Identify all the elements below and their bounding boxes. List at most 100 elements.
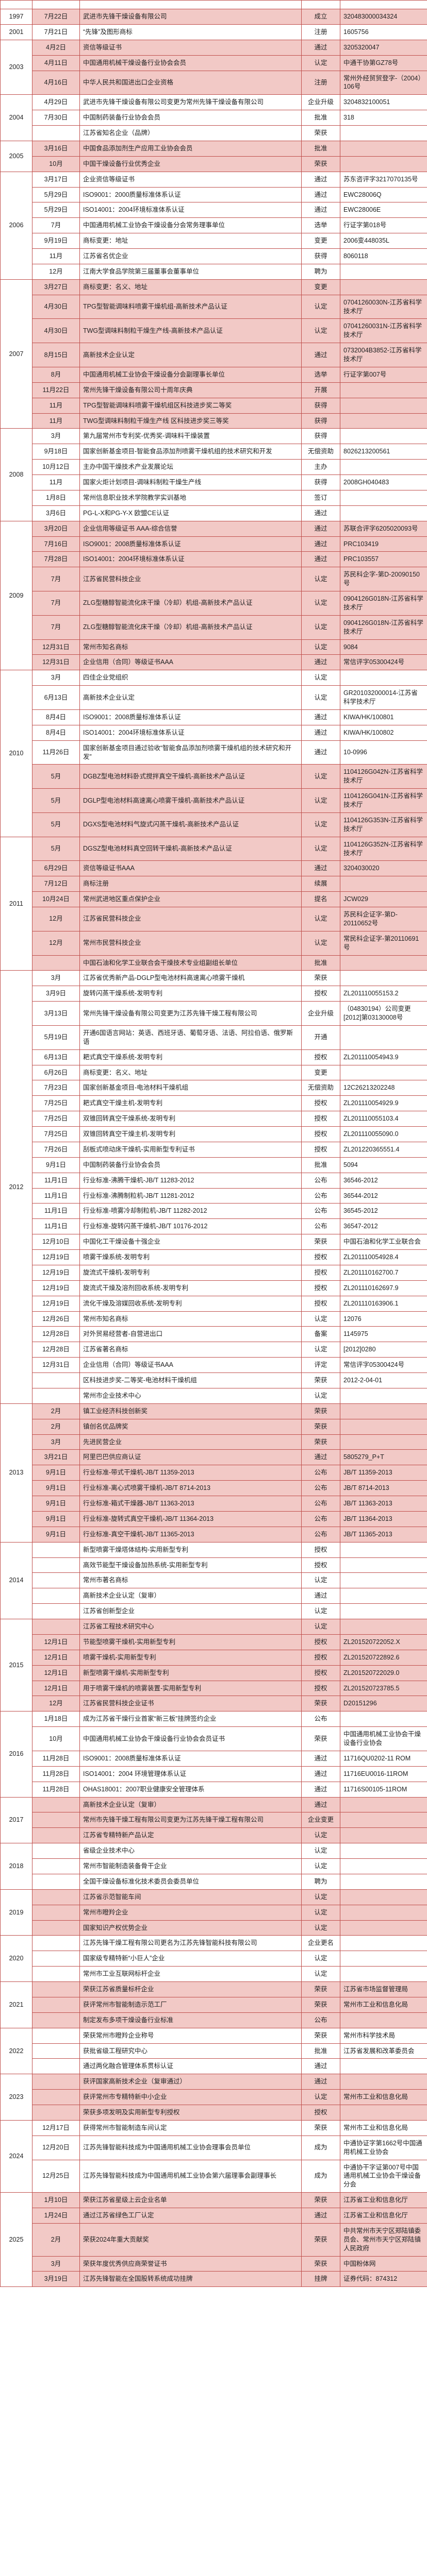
method-cell: 认定 — [302, 1619, 340, 1635]
year-cell: 2006 — [1, 172, 32, 279]
table-row: 8月 中国通用机械工业协会干燥设备分会副理事长单位 选举 行证字第007号 — [1, 367, 427, 382]
year-cell: 2005 — [1, 141, 32, 172]
method-cell: 通过 — [302, 861, 340, 876]
method-cell: 荣获 — [302, 1419, 340, 1434]
table-row: 获评常州市专精特新中小企业 认定 常州市工业和信息化局 — [1, 2090, 427, 2105]
date-cell — [32, 1812, 80, 1828]
date-cell: 5月 — [32, 837, 80, 861]
description-cell: 获批省级工程研究中心 — [80, 2043, 302, 2059]
description-cell: 江苏省名优企业 — [80, 249, 302, 264]
method-cell: 认定 — [302, 1859, 340, 1874]
table-row: 7月 江苏省民营科技企业 认定 苏民科企字-第D-20090150号 — [1, 567, 427, 591]
date-cell: 11月 — [32, 413, 80, 429]
certificate-number-cell: 苏民科企字-第D-20090150号 — [340, 567, 427, 591]
description-cell: 省级企业技术中心 — [80, 1843, 302, 1859]
method-cell: 通过 — [302, 187, 340, 202]
description-cell: 获评国家高新技术企业（复审通过） — [80, 2074, 302, 2090]
table-row: 1997 7月22日 武进市先锋干燥设备有限公司 成立 320483000034324 — [1, 9, 427, 25]
table-row: 6月29日 资信等级证书AAA 通过 3204030020 — [1, 861, 427, 876]
description-cell: 江苏省优秀新产品-DGLP型电池材料高速离心喷雾干燥机 — [80, 971, 302, 986]
table-row: 2025 1月10日 荣获江苏省星级上云企业名单 荣获 江苏省工业和信息化厅 — [1, 2193, 427, 2208]
method-cell: 授权 — [302, 1280, 340, 1296]
date-cell: 3月27日 — [32, 279, 80, 295]
method-cell: 认定 — [302, 931, 340, 955]
method-cell: 荣获 — [302, 156, 340, 172]
table-row: 12月10日 中国化工干燥设备十强企业 荣获 中国石油和化学工业联合会 — [1, 1234, 427, 1250]
table-row: 1月24日 通过江苏省绿色工厂认定 通过 江苏省工业和信息化厅 — [1, 2208, 427, 2224]
description-cell: 行业标准-旋转闪蒸干燥机-JB/T 10176-2012 — [80, 1219, 302, 1234]
description-cell: 江苏省专精特新产品认定 — [80, 1828, 302, 1843]
certificate-number-cell: 江苏省市场监督管理局 — [340, 1982, 427, 1997]
description-cell: TPG型智能调味料喷雾干燥机组区科技进步奖二等奖 — [80, 398, 302, 413]
year-cell: 2024 — [1, 2120, 32, 2192]
method-cell: 注册 — [302, 71, 340, 95]
certificate-number-cell — [340, 1604, 427, 1619]
table-row: 10月 中国干燥设备行业优秀企业 荣获 — [1, 156, 427, 172]
certificate-number-cell — [340, 382, 427, 398]
table-row: 3月13日 常州先锋干燥设备有限公司变更为江苏先锋干燥工程有限公司 企业升级 （048… — [1, 1002, 427, 1026]
description-cell: 商标注册 — [80, 876, 302, 892]
method-cell: 无偿资助 — [302, 444, 340, 460]
certificate-number-cell: JCW029 — [340, 892, 427, 907]
method-cell: 提名 — [302, 892, 340, 907]
method-cell: 荣获 — [302, 2028, 340, 2043]
date-cell: 10月 — [32, 156, 80, 172]
date-cell: 7月22日 — [32, 9, 80, 25]
method-cell: 授权 — [302, 1111, 340, 1127]
certificate-number-cell — [340, 1557, 427, 1573]
description-cell: 江苏先锋智能科技成为中国通用机械工业协会第六届理事会副理事长 — [80, 2160, 302, 2193]
method-cell: 获得 — [302, 398, 340, 413]
method-cell: 认定 — [302, 1920, 340, 1936]
date-cell — [32, 1874, 80, 1889]
date-cell: 7月25日 — [32, 1111, 80, 1127]
date-cell: 5月29日 — [32, 202, 80, 218]
description-cell: 常州市先锋干燥工程有限公司变更为江苏先锋干燥工程有限公司 — [80, 1812, 302, 1828]
date-cell — [32, 2074, 80, 2090]
method-cell: 公布 — [302, 1481, 340, 1496]
description-cell: 中国石油和化学工业联合会干燥技术专业组副组长单位 — [80, 955, 302, 971]
date-cell: 12月31日 — [32, 639, 80, 655]
date-cell: 12月 — [32, 1696, 80, 1711]
certificate-number-cell: 常州外经贸贸登字-（2004）106号 — [340, 71, 427, 95]
description-cell: 江苏先锋智能科技成为中国通用机械工业协会理事会员单位 — [80, 2136, 302, 2160]
table-row: 8月15日 高新技术企业认定 通过 0732004B3852-江苏省科学技术厅 — [1, 343, 427, 367]
table-row: 6月13日 高新技术企业认定 认定 GR201032000014-江苏省科学技术厅 — [1, 686, 427, 710]
method-cell: 授权 — [302, 1634, 340, 1650]
description-cell: 先进民营企业 — [80, 1434, 302, 1450]
certificate-number-cell — [340, 1936, 427, 1951]
certificate-number-cell: 10-0996 — [340, 740, 427, 765]
table-row: 9月1日 中国制药装备行业协会会员 批准 5094 — [1, 1157, 427, 1173]
method-cell: 认定 — [302, 1905, 340, 1920]
description-cell: 常州市企业技术中心 — [80, 1388, 302, 1403]
method-cell: 通过 — [302, 2059, 340, 2074]
description-cell: 常州市知名商标 — [80, 1311, 302, 1327]
description-cell: 中国制药装备行业协会会员 — [80, 110, 302, 126]
certificate-number-cell: ZL201110055153.2 — [340, 986, 427, 1002]
method-cell: 公布 — [302, 1711, 340, 1727]
certificate-number-cell — [340, 1920, 427, 1936]
description-cell: 常州市智能制造装备骨干企业 — [80, 1859, 302, 1874]
date-cell — [32, 1588, 80, 1604]
certificate-number-cell: KIWA/HK/100802 — [340, 725, 427, 740]
table-row: 8月4日 ISO9001：2008质量标准体系认证 通过 KIWA/HK/100801 — [1, 709, 427, 725]
table-row: 3月21日 阿里巴巴供应商认证 通过 5805279_P+T — [1, 1450, 427, 1465]
date-cell: 9月1日 — [32, 1465, 80, 1481]
date-cell: 7月 — [32, 218, 80, 233]
certificate-number-cell: ZL201110054928.4 — [340, 1250, 427, 1265]
description-cell: 中国制药装备行业协会会员 — [80, 1157, 302, 1173]
table-row: 7月28日 ISO14001：2004环境标准体系认证 通过 PRC103557 — [1, 552, 427, 567]
date-cell: 7月26日 — [32, 1142, 80, 1157]
table-row: 2007 3月27日 商标变更：名义、地址 变更 — [1, 279, 427, 295]
description-cell: 企业信用等级证书 AAA-综合信誉 — [80, 521, 302, 536]
method-cell: 授权 — [302, 1096, 340, 1111]
table-row: 2月 荣获2024年重大贡献奖 荣获 中共常州市天宁区郑陆镇委员会、常州市天宁区郑陆镇… — [1, 2223, 427, 2256]
table-row: 9月1日 行业标准-离心式喷雾干燥机-JB/T 8714-2013 公布 JB/T 8… — [1, 1481, 427, 1496]
method-cell: 认定 — [302, 765, 340, 789]
method-cell: 通过 — [302, 1797, 340, 1812]
certificate-number-cell: 1104126G352N-江苏省科学技术厅 — [340, 837, 427, 861]
certificate-number-cell — [340, 1967, 427, 1982]
table-row: 2017 高新技术企业认定（复审） 通过 — [1, 1797, 427, 1812]
certificate-number-cell: 8060118 — [340, 249, 427, 264]
method-cell: 通过 — [302, 552, 340, 567]
date-cell: 2月 — [32, 1419, 80, 1434]
